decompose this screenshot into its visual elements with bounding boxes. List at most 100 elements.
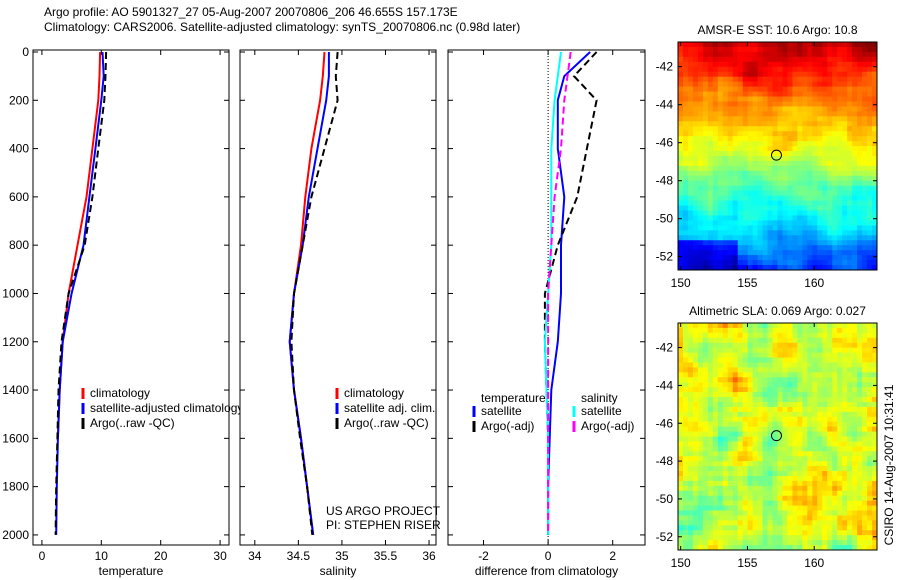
map-cell [687,441,694,447]
map-cell [682,327,689,334]
map-cell [782,56,788,63]
map-cell [682,401,689,408]
map-cell [732,387,739,393]
map-cell [678,337,684,344]
map-cell [832,141,838,147]
map-cell [742,515,749,521]
map-cell [692,520,699,526]
map-cell [702,175,709,182]
map-cell [837,175,843,182]
map-cell [797,240,803,246]
map-cell [692,505,699,512]
map-cell [867,210,873,216]
map-cell [832,490,838,497]
map-cell [752,362,759,368]
map-cell [742,540,749,546]
map-cell [757,121,764,127]
map-cell [712,86,719,93]
map-cell [797,327,803,334]
map-cell [702,126,709,132]
map-cell [717,525,724,531]
map-cell [692,106,699,112]
map-cell [702,377,709,383]
map-cell [852,401,858,408]
map-cell [837,332,843,339]
map-cell [717,456,724,462]
map-cell [777,480,783,487]
map-cell [777,71,783,78]
map-cell [742,327,749,334]
map-cell [767,387,774,393]
map-cell [807,195,813,202]
map-cell [847,235,853,241]
map-cell [782,101,788,107]
map-cell [702,362,709,368]
map-cell [747,485,754,492]
map-cell [852,101,858,107]
map-cell [732,342,739,349]
map-cell [772,392,778,398]
map-cell [862,165,868,172]
map-cell [827,480,833,487]
map-cell [707,510,714,516]
map-cell [787,451,793,457]
map-cell [782,525,788,531]
map-cell [792,136,798,142]
map-cell [737,416,744,423]
map-cell [832,387,838,393]
map-cell [678,466,684,472]
map-title: AMSR-E SST: 10.6 Argo: 10.8 [697,23,857,37]
map-cell [692,180,699,187]
map-cell [707,500,714,507]
map-cell [842,235,848,241]
map-cell [697,441,704,447]
map-cell [852,61,858,68]
map-cell [857,362,863,368]
map-cell [872,160,878,167]
map-cell [727,101,734,107]
map-cell [787,377,793,383]
map-cell [707,436,714,442]
map-cell [692,76,699,83]
map-cell [847,401,853,408]
map-cell [692,260,699,266]
map-cell [817,200,823,207]
map-cell [817,540,823,546]
map-cell [767,235,774,241]
map-cell [732,337,739,344]
map-cell [827,323,833,329]
map-cell [762,421,769,428]
map-cell [722,387,729,393]
map-cell [737,195,744,202]
map-cell [717,327,724,334]
map-cell [752,392,759,398]
map-cell [717,235,724,241]
map-cell [742,426,749,433]
map-cell [847,475,853,482]
legend-label: satellite-adjusted climatology [90,401,243,415]
map-cell [857,500,863,507]
map-cell [782,146,788,152]
map-cell [717,136,724,142]
map-cell [827,495,833,502]
map-cell [782,456,788,462]
map-cell [697,327,704,334]
map-cell [867,180,873,187]
map-cell [817,160,823,167]
map-cell [767,540,774,546]
map-cell [842,210,848,216]
map-cell [827,490,833,497]
map-cell [722,71,729,78]
title-line1: Argo profile: AO 5901327_27 05-Aug-2007 … [44,5,458,19]
map-cell [827,46,833,53]
map-cell [867,397,873,403]
map-cell [782,136,788,142]
map-cell [807,475,813,482]
map-cell [802,495,808,502]
map-cell [747,500,754,507]
map-cell [692,327,699,334]
map-cell [702,81,709,88]
map-cell [842,136,848,142]
map-cell [802,446,808,452]
map-cell [842,500,848,507]
